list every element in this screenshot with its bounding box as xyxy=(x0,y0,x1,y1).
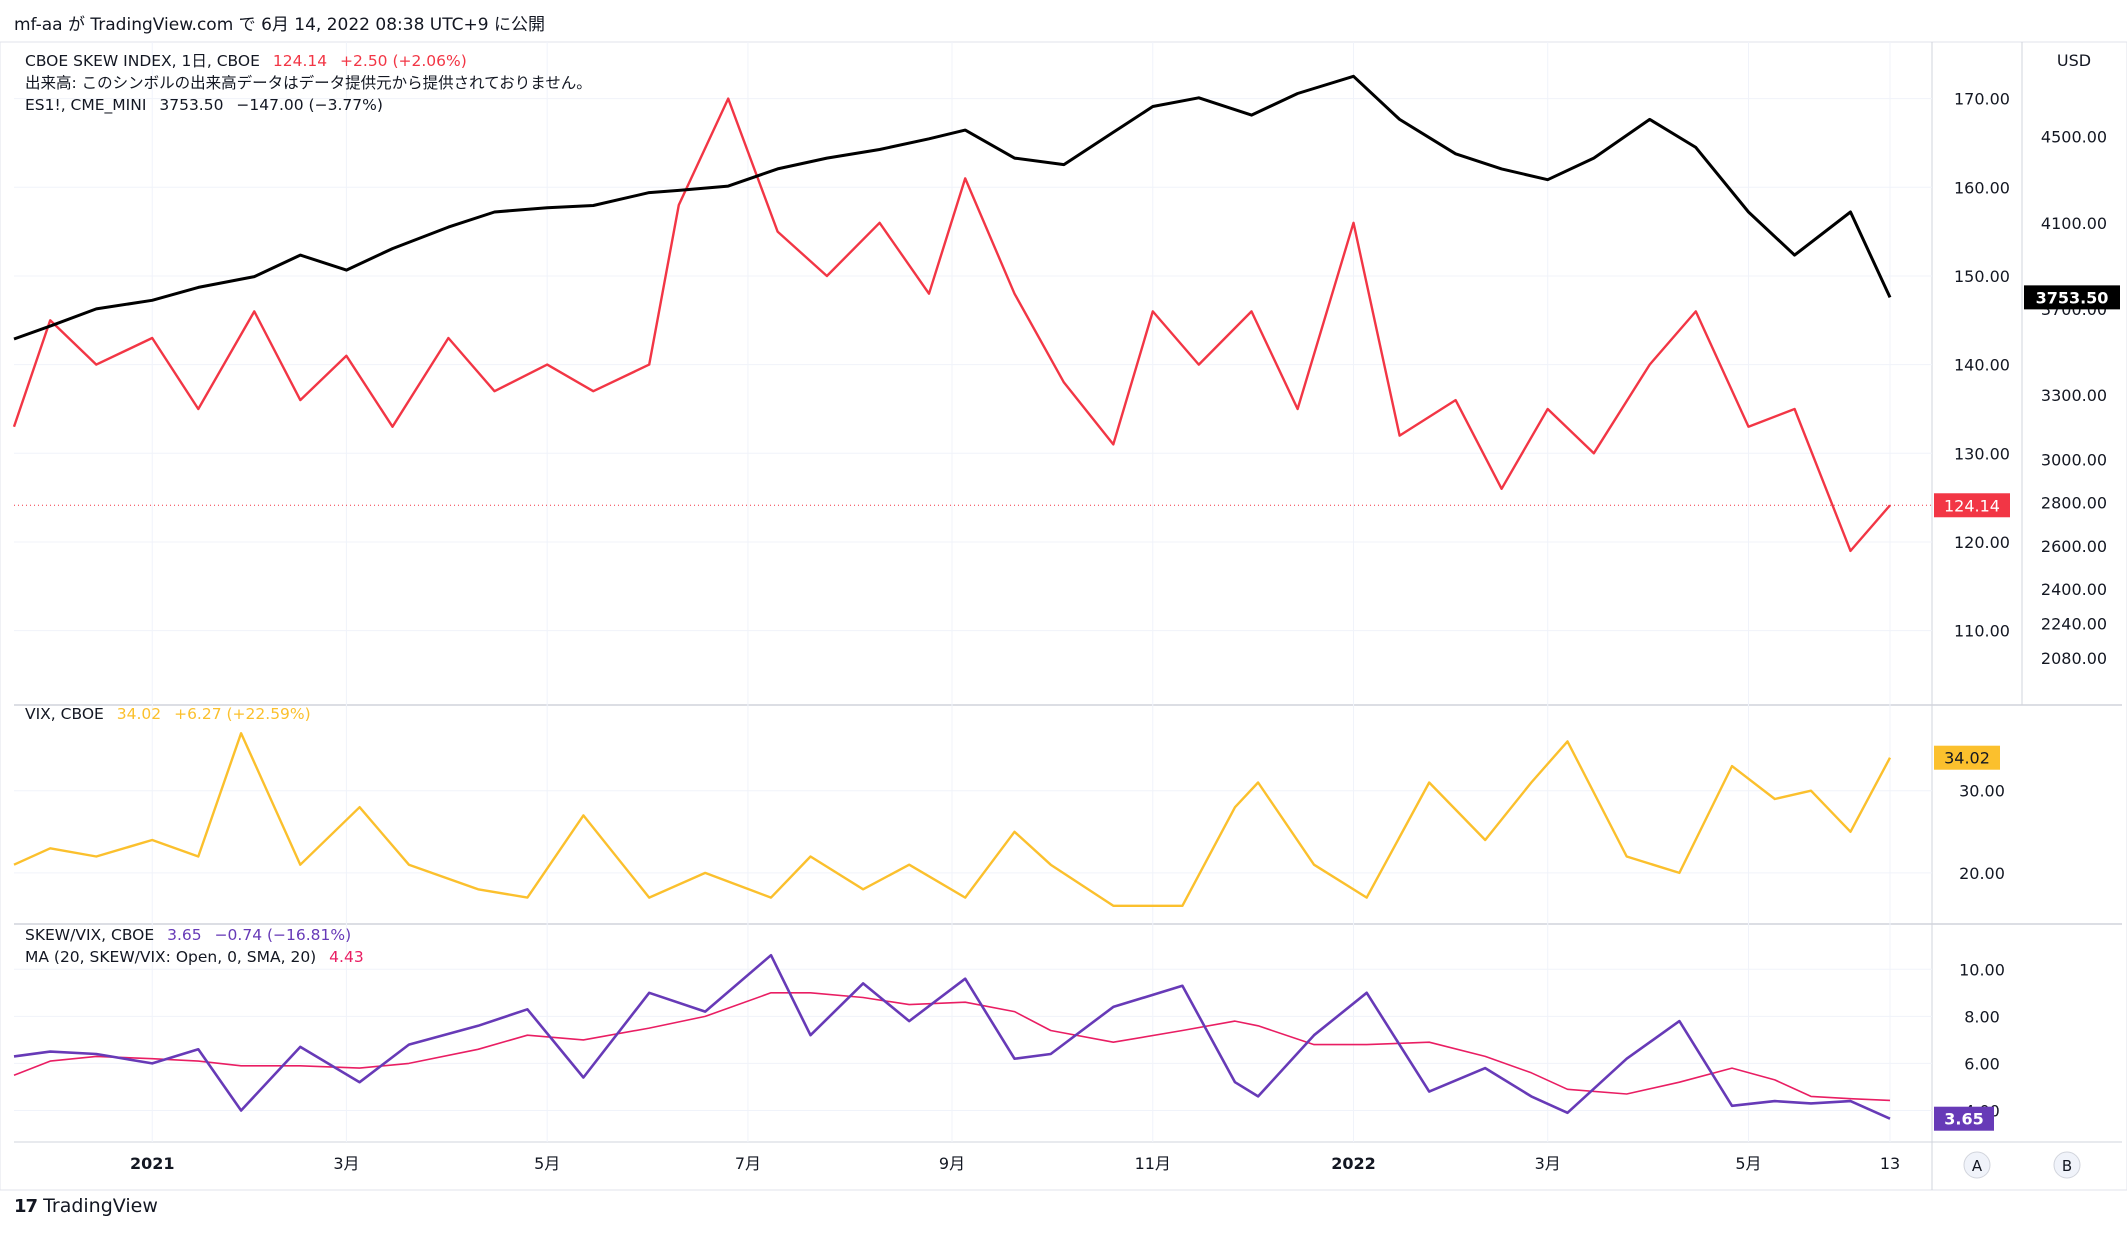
es-axis-tick: 2400.00 xyxy=(2041,580,2107,599)
pane1-legend: CBOE SKEW INDEX, 1日, CBOE 124.14 +2.50 (… xyxy=(25,50,592,116)
skew-legend-row: CBOE SKEW INDEX, 1日, CBOE 124.14 +2.50 (… xyxy=(25,50,592,72)
ratio-legend-change: −0.74 (−16.81%) xyxy=(214,926,352,944)
ma-legend-row: MA (20, SKEW/VIX: Open, 0, SMA, 20) 4.43 xyxy=(25,946,364,968)
volume-note: 出来高: このシンボルの出来高データはデータ提供元から提供されておりません。 xyxy=(25,74,592,92)
time-axis-label: 7月 xyxy=(735,1154,761,1173)
vix-price-badge-label: 34.02 xyxy=(1944,749,1990,768)
skew-price-badge-label: 124.14 xyxy=(1944,496,2000,515)
chart-frame xyxy=(0,41,2127,1191)
ma-legend-value: 4.43 xyxy=(329,948,364,966)
skew-axis-tick: 160.00 xyxy=(1954,178,2010,197)
time-axis-label: 2022 xyxy=(1331,1154,1376,1173)
pane3-legend: SKEW/VIX, CBOE 3.65 −0.74 (−16.81%) MA (… xyxy=(25,924,364,968)
es-axis-tick: 2600.00 xyxy=(2041,537,2107,556)
grid-layer xyxy=(0,41,2127,1191)
vix-series-line xyxy=(13,732,1892,907)
skew-axis-tick: 130.00 xyxy=(1954,444,2010,463)
es-legend-row: ES1!, CME_MINI 3753.50 −147.00 (−3.77%) xyxy=(25,94,592,116)
ratio-axis-tick: 10.00 xyxy=(1959,960,2005,979)
skew-axis-tick: 120.00 xyxy=(1954,533,2010,552)
skew-axis-tick: 140.00 xyxy=(1954,356,2010,375)
ratio-legend-row: SKEW/VIX, CBOE 3.65 −0.74 (−16.81%) xyxy=(25,924,364,946)
brand-label: TradingView xyxy=(43,1195,158,1217)
skew-legend-name: CBOE SKEW INDEX, 1日, CBOE xyxy=(25,52,260,70)
time-axis-label: 13 xyxy=(1880,1154,1900,1173)
skew-axis-tick: 150.00 xyxy=(1954,267,2010,286)
es-price-badge-label: 3753.50 xyxy=(2036,288,2109,307)
time-axis-label: 2021 xyxy=(130,1154,175,1173)
tradingview-logo-icon: 17 xyxy=(14,1195,38,1217)
ma-legend-name: MA (20, SKEW/VIX: Open, 0, SMA, 20) xyxy=(25,948,317,966)
published-by-line: mf-aa が TradingView.com で 6月 14, 2022 08… xyxy=(14,15,545,35)
axis-layer: 2021 3月 5月 7月 9月 11月 2022 3月 5月 13 170.00 160.00 150… xyxy=(130,51,2107,1173)
auto-scale-button-label: A xyxy=(1972,1157,1983,1175)
ratio-axis-tick: 8.00 xyxy=(1964,1007,2000,1026)
vix-price-badge xyxy=(1934,745,2000,770)
ratio-price-badge-label: 3.65 xyxy=(1944,1110,1983,1129)
vix-legend-name: VIX, CBOE xyxy=(25,705,104,723)
es-price-badge xyxy=(2024,285,2120,310)
pane2-legend: VIX, CBOE 34.02 +6.27 (+22.59%) xyxy=(25,703,311,725)
second-scale-button[interactable] xyxy=(2053,1151,2081,1179)
ma-series-line xyxy=(13,991,1891,1102)
skew-axis-tick: 110.00 xyxy=(1954,622,2010,641)
time-axis-label: 5月 xyxy=(1735,1154,1761,1173)
es-axis-tick: 4100.00 xyxy=(2041,214,2107,233)
second-scale-button-label: B xyxy=(2062,1157,2072,1175)
ratio-price-badge xyxy=(1934,1106,1994,1131)
es-axis-tick: 3300.00 xyxy=(2041,386,2107,405)
time-axis-label: 3月 xyxy=(333,1154,359,1173)
ratio-axis-tick: 6.00 xyxy=(1964,1054,2000,1073)
auto-scale-button[interactable] xyxy=(1963,1151,1991,1179)
skew-series-line xyxy=(12,97,1891,553)
es-axis-tick: 3000.00 xyxy=(2041,451,2107,470)
es-legend-last: 3753.50 xyxy=(159,96,224,114)
ratio-legend-last: 3.65 xyxy=(167,926,202,944)
vix-axis-tick: 20.00 xyxy=(1959,864,2005,883)
vix-axis-tick: 30.00 xyxy=(1959,782,2005,801)
series-layer xyxy=(12,74,1892,1120)
skew-legend-last: 124.14 xyxy=(272,52,328,70)
vix-legend-change: +6.27 (+22.59%) xyxy=(174,705,311,723)
badge-layer: 124.14 3753.50 34.02 3.65 A B xyxy=(1934,285,2120,1179)
vix-legend-last: 34.02 xyxy=(116,705,162,723)
skew-legend-change: +2.50 (+2.06%) xyxy=(340,52,467,70)
tradingview-brand[interactable]: 17 TradingView xyxy=(14,1195,158,1217)
es-legend-change: −147.00 (−3.77%) xyxy=(236,96,383,114)
es-series-line xyxy=(13,74,1892,341)
es-axis-tick: 2800.00 xyxy=(2041,494,2107,513)
time-axis-label: 3月 xyxy=(1535,1154,1561,1173)
skew-price-badge xyxy=(1934,493,2010,518)
es-axis-tick: 2080.00 xyxy=(2041,649,2107,668)
time-axis-label: 11月 xyxy=(1135,1154,1171,1173)
skew-axis-tick: 170.00 xyxy=(1954,90,2010,109)
currency-label: USD xyxy=(2057,51,2091,70)
time-axis-label: 5月 xyxy=(534,1154,560,1173)
es-axis-tick: 4500.00 xyxy=(2041,128,2107,147)
ratio-series-line xyxy=(13,953,1891,1120)
time-axis-label: 9月 xyxy=(939,1154,965,1173)
es-axis-tick: 2240.00 xyxy=(2041,614,2107,633)
es-legend-name: ES1!, CME_MINI xyxy=(25,96,147,114)
ratio-legend-name: SKEW/VIX, CBOE xyxy=(25,926,155,944)
